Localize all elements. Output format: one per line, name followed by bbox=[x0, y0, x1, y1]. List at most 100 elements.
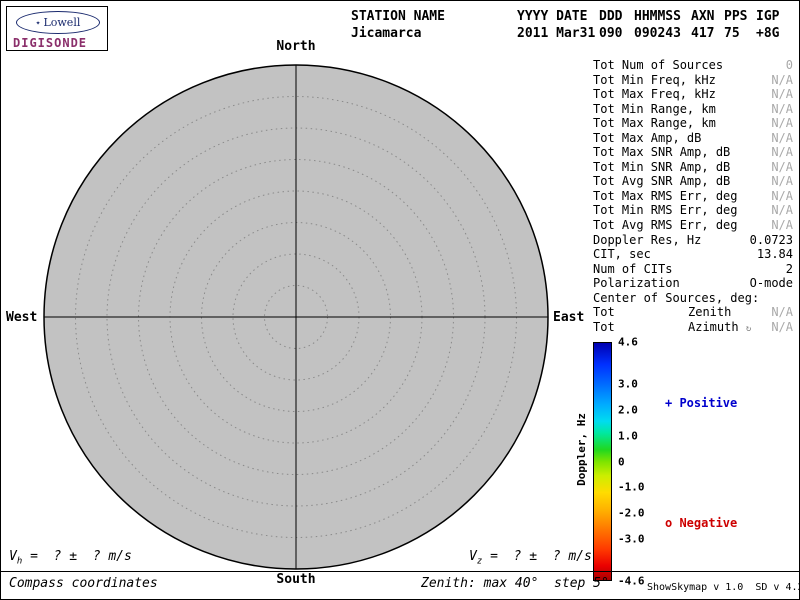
stats-value: N/A bbox=[771, 101, 793, 116]
stats-value: 13.84 bbox=[756, 247, 793, 262]
stats-row: Tot Max Freq, kHz N/A bbox=[593, 87, 793, 102]
stats-value: N/A bbox=[771, 305, 793, 320]
stats-row: Doppler Res, Hz 0.0723 bbox=[593, 233, 793, 248]
stats-row: Tot Max RMS Err, deg N/A bbox=[593, 189, 793, 204]
stats-value: 0 bbox=[785, 58, 793, 72]
vz-readout: Vz = ? ± ? m/s bbox=[469, 549, 592, 567]
vz-value: = ? ± ? m/s bbox=[482, 549, 592, 564]
vz-subscript: z bbox=[476, 556, 483, 567]
stats-label: Tot Avg RMS Err, deg bbox=[593, 218, 738, 233]
stats-sublabel: Azimuth ↻ bbox=[688, 319, 752, 334]
version-text: ShowSkymap v 1.0 SD v 4.2 bbox=[647, 582, 800, 593]
stats-label: Doppler Res, Hz bbox=[593, 232, 702, 247]
header-label-station-name: STATION NAME bbox=[351, 9, 445, 24]
coordinates-note: Compass coordinates bbox=[9, 576, 158, 591]
header-label-igp: IGP bbox=[756, 9, 780, 24]
stats-row: Tot Max Range, km N/A bbox=[593, 116, 793, 131]
stats-label: Tot Avg SNR Amp, dB bbox=[593, 174, 731, 189]
stats-label: Tot Max Amp, dB bbox=[593, 130, 702, 145]
vz-symbol: V bbox=[469, 549, 477, 564]
colorbar-tick: 0 bbox=[618, 455, 625, 468]
vh-symbol: V bbox=[9, 549, 17, 564]
stats-label: Polarization bbox=[593, 276, 680, 291]
stats-row: Tot Num of Sources 0 bbox=[593, 58, 793, 73]
header-label-axn: AXN bbox=[691, 9, 715, 24]
header-value-pps: 75 bbox=[724, 26, 740, 41]
stats-row: Tot Zenith N/A bbox=[593, 305, 793, 320]
stats-value: N/A bbox=[771, 159, 793, 174]
stats-label: Tot Min RMS Err, deg bbox=[593, 203, 738, 218]
vh-readout: Vh = ? ± ? m/s bbox=[9, 549, 132, 567]
stats-row: CIT, sec 13.84 bbox=[593, 247, 793, 262]
stats-row: Tot Avg SNR Amp, dB N/A bbox=[593, 174, 793, 189]
colorbar-tick: 1.0 bbox=[618, 429, 638, 443]
colorbar-tick: 4.6 bbox=[618, 335, 638, 349]
stats-value: N/A bbox=[771, 87, 793, 102]
legend-positive: + Positive bbox=[665, 396, 738, 410]
vh-subscript: h bbox=[16, 556, 23, 567]
stats-label: Tot Max Range, km bbox=[593, 116, 716, 131]
logo-lowell-text: Lowell bbox=[43, 16, 81, 29]
stats-label: Tot Max SNR Amp, dB bbox=[593, 145, 731, 160]
stats-label: Tot Min Range, km bbox=[593, 101, 716, 116]
header-value-axn: 417 bbox=[691, 26, 715, 41]
vh-value: = ? ± ? m/s bbox=[22, 549, 132, 564]
lowell-digisonde-logo: ✦ Lowell DIGISONDE bbox=[6, 6, 108, 51]
colorbar-tick: -4.6 bbox=[618, 574, 645, 588]
header-label-hhmmss: HHMMSS bbox=[634, 9, 681, 24]
colorbar-tick: -2.0 bbox=[618, 506, 645, 520]
compass-label-west: West bbox=[6, 310, 38, 325]
zenith-scale-note: Zenith: max 40° step 5° bbox=[421, 576, 609, 591]
stats-row: Tot Max Amp, dB N/A bbox=[593, 131, 793, 146]
stats-row: Polarization O-mode bbox=[593, 276, 793, 291]
stats-value: N/A bbox=[771, 218, 793, 233]
stats-label: Tot Max RMS Err, deg bbox=[593, 188, 738, 203]
stats-value: N/A bbox=[771, 188, 793, 203]
stats-row: Tot Avg RMS Err, deg N/A bbox=[593, 218, 793, 233]
stats-sublabel: Zenith bbox=[688, 305, 732, 320]
stats-value: N/A bbox=[771, 130, 793, 145]
stats-row: Tot Min Range, km N/A bbox=[593, 102, 793, 117]
colorbar-tick: -3.0 bbox=[618, 532, 645, 546]
header-value-date: 2011 Mar31 bbox=[517, 26, 596, 41]
colorbar-gradient bbox=[593, 342, 612, 581]
footer-divider bbox=[1, 571, 799, 572]
stats-row: Tot Azimuth ↻ N/A bbox=[593, 320, 793, 335]
stats-row: Num of CITs 2 bbox=[593, 262, 793, 277]
compass-label-south: South bbox=[276, 572, 316, 587]
compass-label-north: North bbox=[276, 39, 316, 54]
stats-value: N/A bbox=[771, 116, 793, 131]
stats-label: CIT, sec bbox=[593, 247, 651, 262]
stats-row: Tot Max SNR Amp, dB N/A bbox=[593, 145, 793, 160]
stats-label: Tot Max Freq, kHz bbox=[593, 87, 716, 102]
stats-label: Tot Min Freq, kHz bbox=[593, 72, 716, 87]
header-value-hhmmss: 090243 bbox=[634, 26, 681, 41]
header-label-pps: PPS bbox=[724, 9, 748, 24]
stats-row: Tot Min Freq, kHz N/A bbox=[593, 73, 793, 88]
colorbar-tick: 3.0 bbox=[618, 377, 638, 391]
legend-negative: o Negative bbox=[665, 516, 738, 530]
stats-value: N/A bbox=[771, 145, 793, 160]
logo-star-icon: ✦ bbox=[35, 17, 41, 27]
stats-panel: Tot Num of Sources 0 Tot Min Freq, kHz N/A… bbox=[593, 58, 793, 334]
stats-value: N/A bbox=[771, 319, 793, 334]
header-label-ddd: DDD bbox=[599, 9, 623, 24]
colorbar-axis-label: Doppler, Hz bbox=[575, 413, 588, 486]
colorbar-tick: 2.0 bbox=[618, 403, 638, 417]
stats-value: 2 bbox=[785, 261, 793, 276]
header-value-station-name: Jicamarca bbox=[351, 26, 422, 41]
header-value-igp: +8G bbox=[756, 26, 780, 41]
stats-row: Tot Min RMS Err, deg N/A bbox=[593, 203, 793, 218]
stats-label: Tot Num of Sources bbox=[593, 58, 724, 72]
header-label-date: YYYY DATE bbox=[517, 9, 588, 24]
stats-value: N/A bbox=[771, 174, 793, 189]
compass-label-east: East bbox=[553, 310, 585, 325]
colorbar-tick: -1.0 bbox=[618, 480, 645, 494]
stats-value: O-mode bbox=[749, 276, 793, 291]
logo-digisonde-text: DIGISONDE bbox=[13, 36, 88, 50]
doppler-colorbar: 4.6 3.0 2.0 1.0 0 -1.0 -2.0 -3.0 -4.6 bbox=[593, 336, 657, 588]
azimuth-rotation-icon: ↻ bbox=[745, 323, 752, 334]
stats-label: Num of CITs bbox=[593, 261, 673, 276]
stats-label: Tot bbox=[593, 305, 615, 320]
